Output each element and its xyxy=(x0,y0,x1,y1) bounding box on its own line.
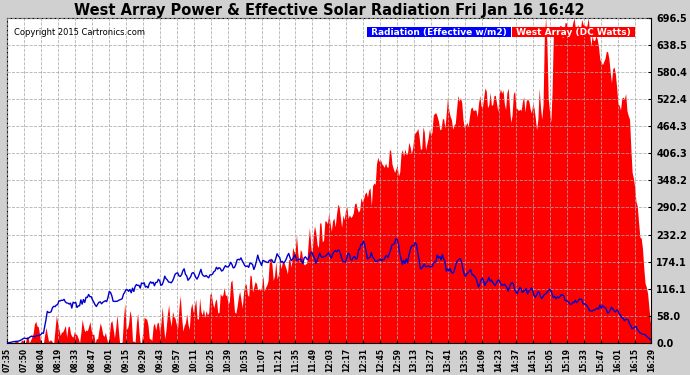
Title: West Array Power & Effective Solar Radiation Fri Jan 16 16:42: West Array Power & Effective Solar Radia… xyxy=(74,3,584,18)
Text: Copyright 2015 Cartronics.com: Copyright 2015 Cartronics.com xyxy=(14,27,145,36)
Text: Radiation (Effective w/m2): Radiation (Effective w/m2) xyxy=(368,27,510,36)
Text: West Array (DC Watts): West Array (DC Watts) xyxy=(513,27,634,36)
